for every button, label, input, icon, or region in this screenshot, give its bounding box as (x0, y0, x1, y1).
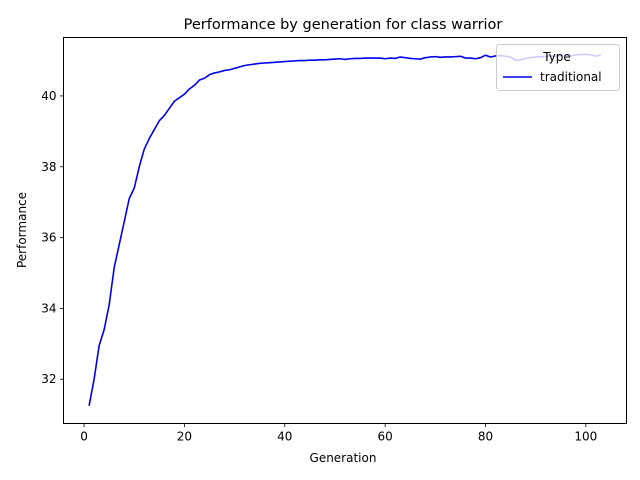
y-tick-label: 38 (41, 160, 56, 174)
legend-box (496, 44, 620, 91)
series-layer (88, 53, 602, 406)
x-axis: 0 20 40 60 80 100 (80, 423, 597, 444)
series-line-traditional (88, 53, 602, 406)
y-tick-label: 40 (41, 89, 56, 103)
x-tick-label: 0 (80, 430, 88, 444)
x-axis-label: Generation (310, 451, 377, 465)
x-tick-label: 100 (574, 430, 597, 444)
x-tick-label: 80 (478, 430, 493, 444)
legend-title: Type (542, 50, 571, 64)
y-axis-label: Performance (15, 192, 29, 268)
plot-area (63, 37, 627, 424)
y-tick-label: 34 (41, 301, 56, 315)
y-axis: 32 34 36 38 40 (41, 89, 64, 386)
legend-label-traditional: traditional (540, 70, 602, 84)
y-tick-label: 36 (41, 231, 56, 245)
x-tick-label: 60 (378, 430, 393, 444)
chart-title: Performance by generation for class warr… (184, 17, 503, 33)
legend: Type traditional (496, 44, 620, 91)
x-tick-label: 40 (277, 430, 292, 444)
x-tick-label: 20 (177, 430, 192, 444)
y-tick-label: 32 (41, 372, 56, 386)
